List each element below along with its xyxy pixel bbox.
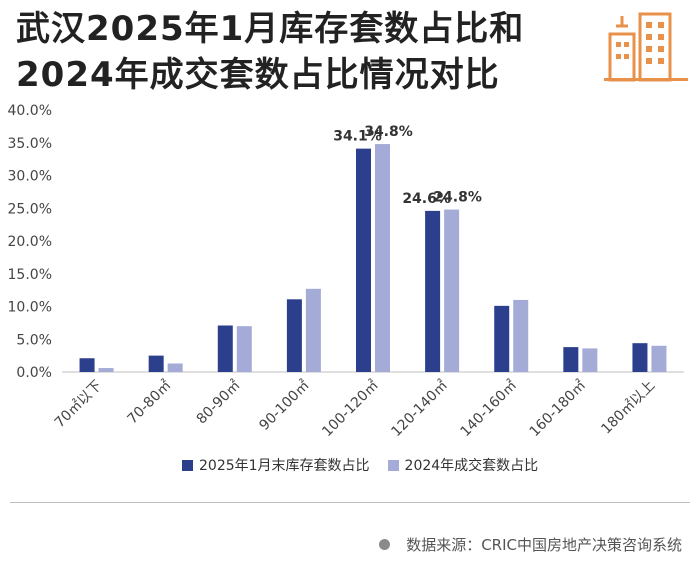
y-tick-label: 15.0% [8,267,52,283]
bar-series2 [375,144,390,372]
bar-chart: 0.0% 5.0% 10.0% 15.0% 20.0% 25.0% 30.0% 35.0% 40… [8,103,684,441]
legend-label-series2: 2024年成交套数占比 [404,458,539,474]
title-line-2: 2024年成交套数占比情况对比 [16,55,500,95]
data-label: 34.1% [333,129,382,145]
legend-swatch-series2 [387,459,399,471]
source-text: 数据来源：CRIC中国房地产决策咨询系统 [406,536,682,554]
bullet-dot-icon [379,539,391,550]
x-tick-label: 90-100㎡ [256,378,312,434]
legend: 2025年1月末库存套数占比 2024年成交套数占比 [182,455,538,475]
x-tick-label: 120-140㎡ [388,378,451,441]
y-tick-label: 20.0% [8,234,52,250]
bar-series2 [98,368,114,372]
chart-title: 武汉2025年1月库存套数占比和 2024年成交套数占比情况对比 [16,6,576,98]
legend-swatch-series1 [182,459,193,471]
bar-series2 [513,299,529,372]
y-tick-label: 25.0% [8,201,52,217]
bar-series1 [286,299,302,372]
source-note: 数据来源：CRIC中国房地产决策咨询系统 [379,534,682,555]
y-tick-label: 30.0% [8,169,52,185]
x-tick-label: 100-120㎡ [319,378,382,441]
title-line-1: 武汉2025年1月库存套数占比和 [16,9,525,49]
x-tick-label: 160-180㎡ [527,378,590,441]
bar-series1 [563,347,579,372]
data-label: 34.8% [364,124,413,140]
bar-series2 [305,288,321,372]
x-tick-label: 80-90㎡ [194,378,244,428]
y-tick-label: 35.0% [8,136,52,152]
city-buildings-icon [604,12,688,82]
bar-series1 [148,355,164,372]
data-label: 24.6% [402,191,451,207]
legend-item-series2: 2024年成交套数占比 [387,455,539,475]
y-tick-label: 5.0% [16,332,52,348]
bar-series1 [632,343,648,372]
bar-series2 [236,326,252,372]
bar-series2 [651,345,667,372]
bar-series2 [444,209,460,372]
bar-series1 [356,148,371,372]
x-tick-label: 70㎡以下 [52,378,106,432]
bar-series1 [425,210,441,372]
bar-series1 [79,358,95,372]
bar-series1 [494,305,510,372]
bar-series1 [217,325,233,372]
y-tick-label: 10.0% [8,300,52,316]
x-tick-label: 140-160㎡ [457,378,520,441]
footer-divider [10,502,690,503]
y-tick-label: 0.0% [16,365,52,381]
legend-label-series1: 2025年1月末库存套数占比 [199,458,370,474]
x-tick-label: 70-80㎡ [125,378,175,428]
x-tick-label: 180㎡以上 [598,378,658,438]
legend-item-series1: 2025年1月末库存套数占比 [182,455,370,475]
bar-series2 [167,363,183,372]
bar-series2 [582,348,598,372]
y-tick-label: 40.0% [8,103,52,119]
data-label: 24.8% [433,190,482,206]
